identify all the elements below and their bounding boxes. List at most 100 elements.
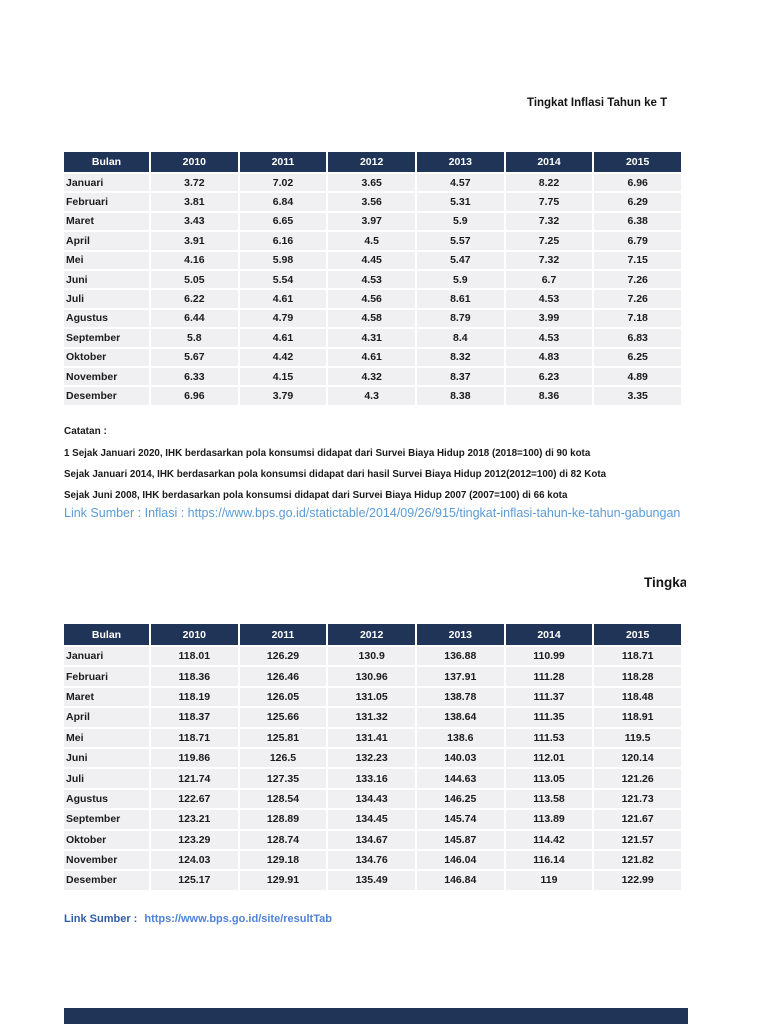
year-column-header: 2014: [505, 624, 593, 645]
note-line-2: Sejak Januari 2014, IHK berdasarkan pola…: [64, 469, 607, 480]
value-cell: 121.82: [594, 850, 681, 870]
value-cell: 118.28: [594, 667, 681, 686]
value-cell: 6.33: [151, 367, 238, 386]
year-column-header: 2015: [594, 152, 681, 172]
value-cell: 5.9: [416, 212, 504, 231]
value-cell: 144.63: [416, 769, 504, 788]
value-cell: 116.14: [505, 850, 593, 870]
value-cell: 6.83: [594, 329, 681, 347]
value-cell: 6.84: [239, 193, 327, 211]
value-cell: 114.42: [505, 830, 593, 849]
value-cell: 118.36: [151, 667, 238, 686]
value-cell: 121.74: [151, 769, 238, 788]
month-label: April: [64, 232, 149, 250]
month-label: Februari: [64, 193, 149, 211]
value-cell: 130.96: [328, 667, 415, 686]
value-cell: 7.32: [505, 251, 593, 269]
value-cell: 134.67: [328, 830, 415, 849]
month-label: Juli: [64, 290, 149, 308]
value-cell: 140.03: [416, 748, 504, 768]
value-cell: 6.96: [151, 387, 238, 405]
value-cell: 3.65: [328, 174, 415, 192]
value-cell: 129.18: [239, 850, 327, 870]
value-cell: 122.99: [594, 871, 681, 890]
value-cell: 111.37: [505, 687, 593, 707]
value-cell: 123.29: [151, 830, 238, 849]
value-cell: 4.61: [239, 290, 327, 308]
value-cell: 4.57: [416, 174, 504, 192]
value-cell: 122.67: [151, 789, 238, 809]
value-cell: 7.18: [594, 309, 681, 328]
page-title-inflation: Tingkat Inflasi Tahun ke T: [527, 97, 668, 109]
value-cell: 146.04: [416, 850, 504, 870]
value-cell: 118.37: [151, 708, 238, 727]
value-cell: 126.46: [239, 667, 327, 686]
value-cell: 3.72: [151, 174, 238, 192]
value-cell: 5.9: [416, 270, 504, 289]
next-table-header-partial: [64, 1008, 688, 1024]
year-column-header: 2012: [328, 624, 415, 645]
value-cell: 137.91: [416, 667, 504, 686]
value-cell: 4.83: [505, 348, 593, 366]
value-cell: 138.64: [416, 708, 504, 727]
value-cell: 113.89: [505, 810, 593, 829]
year-column-header: 2013: [416, 624, 504, 645]
ihk-table: Bulan 2010 2011 2012 2013 2014 2015 Januari 118.…: [64, 624, 681, 890]
value-cell: 6.23: [505, 367, 593, 386]
value-cell: 3.97: [328, 212, 415, 231]
year-column-header: 2013: [416, 152, 504, 172]
value-cell: 128.54: [239, 789, 327, 809]
month-label: November: [64, 850, 149, 870]
value-cell: 7.26: [594, 290, 681, 308]
value-cell: 119: [505, 871, 593, 890]
ihk-source-link-label: Link Sumber :: [64, 913, 138, 925]
value-cell: 132.23: [328, 748, 415, 768]
value-cell: 8.32: [416, 348, 504, 366]
value-cell: 138.6: [416, 728, 504, 747]
value-cell: 119.5: [594, 728, 681, 747]
value-cell: 118.19: [151, 687, 238, 707]
value-cell: 124.03: [151, 850, 238, 870]
value-cell: 3.81: [151, 193, 238, 211]
value-cell: 5.8: [151, 329, 238, 347]
value-cell: 3.79: [239, 387, 327, 405]
month-label: September: [64, 329, 149, 347]
month-label: Agustus: [64, 309, 149, 328]
value-cell: 145.74: [416, 810, 504, 829]
value-cell: 118.71: [151, 728, 238, 747]
page-title-ihk-clipped: Tingka: [644, 575, 686, 590]
ihk-source-link-url[interactable]: https://www.bps.go.id/site/resultTab: [144, 913, 332, 925]
month-label: Desember: [64, 387, 149, 405]
month-label: Oktober: [64, 830, 149, 849]
value-cell: 5.47: [416, 251, 504, 269]
value-cell: 133.16: [328, 769, 415, 788]
year-column-header: 2015: [594, 624, 681, 645]
value-cell: 4.31: [328, 329, 415, 347]
value-cell: 4.53: [328, 270, 415, 289]
value-cell: 128.89: [239, 810, 327, 829]
value-cell: 120.14: [594, 748, 681, 768]
month-label: Maret: [64, 212, 149, 231]
value-cell: 4.56: [328, 290, 415, 308]
value-cell: 8.61: [416, 290, 504, 308]
month-label: Juni: [64, 270, 149, 289]
note-line-3: Sejak Juni 2008, IHK berdasarkan pola ko…: [64, 490, 568, 501]
value-cell: 125.17: [151, 871, 238, 890]
year-column-header: 2010: [151, 624, 238, 645]
value-cell: 136.88: [416, 647, 504, 666]
inflation-source-link[interactable]: Link Sumber : Inflasi : https://www.bps.…: [64, 506, 681, 520]
value-cell: 145.87: [416, 830, 504, 849]
value-cell: 6.38: [594, 212, 681, 231]
value-cell: 7.15: [594, 251, 681, 269]
month-label: Mei: [64, 728, 149, 747]
value-cell: 131.05: [328, 687, 415, 707]
value-cell: 126.05: [239, 687, 327, 707]
value-cell: 111.28: [505, 667, 593, 686]
inflation-table: Bulan 2010 2011 2012 2013 2014 2015 Januari 3.72…: [64, 152, 681, 405]
value-cell: 119.86: [151, 748, 238, 768]
value-cell: 118.91: [594, 708, 681, 727]
value-cell: 8.37: [416, 367, 504, 386]
value-cell: 4.32: [328, 367, 415, 386]
value-cell: 134.45: [328, 810, 415, 829]
value-cell: 6.44: [151, 309, 238, 328]
